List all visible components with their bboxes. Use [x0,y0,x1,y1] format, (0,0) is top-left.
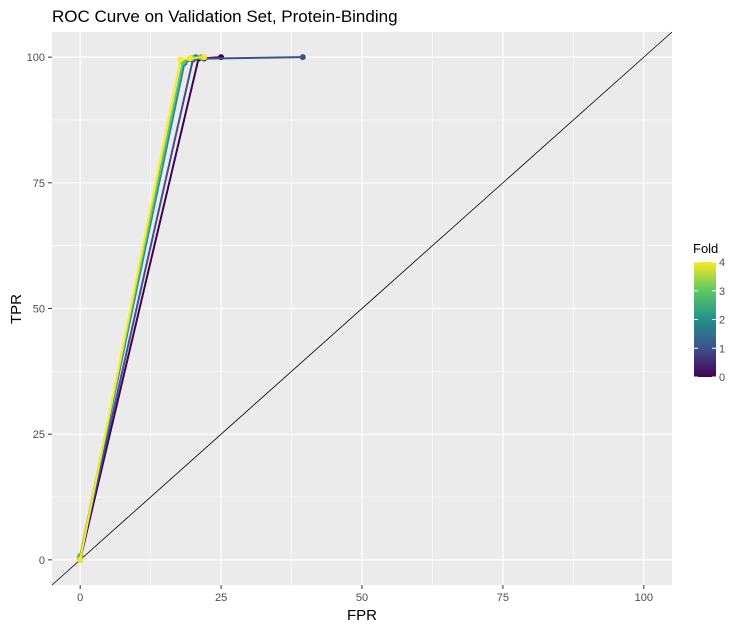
series-point-fold-4 [77,556,84,563]
legend-ticks: 0 1 2 3 4 [694,257,725,384]
diagonal-reference-line [51,31,673,586]
y-axis-title: TPR [8,294,25,324]
legend-tick-label: 4 [719,257,725,269]
legend-tick-label: 0 [719,372,725,384]
series-point-fold-1 [299,54,306,61]
x-axis: 0 25 50 75 100 [77,585,653,604]
legend-colorbar [694,262,716,377]
series-line-fold-1 [79,56,303,558]
x-tick-label: 75 [497,592,509,604]
legend-tick-label: 3 [719,286,725,298]
y-tick-label: 100 [27,52,45,64]
y-tick-label: 50 [33,304,45,316]
x-tick-label: 25 [215,592,227,604]
chart-title: ROC Curve on Validation Set, Protein-Bin… [52,7,398,26]
x-tick-label: 0 [77,592,83,604]
legend-title: Fold [693,241,718,256]
y-tick-label: 25 [33,429,45,441]
x-tick-label: 100 [635,592,653,604]
x-tick-label: 50 [356,592,368,604]
x-axis-title: FPR [347,607,377,624]
series-point-fold-4 [177,56,184,63]
y-axis: 0 25 50 75 100 [27,52,52,567]
series-layer [77,54,306,563]
series-point-fold-4 [201,54,208,61]
y-tick-label: 0 [39,555,45,567]
series-line-fold-4 [79,56,205,561]
legend-tick-label: 2 [719,315,725,327]
series-point-fold-4 [187,55,194,62]
legend-tick-label: 1 [719,343,725,355]
y-tick-label: 75 [33,178,45,190]
legend: Fold 0 1 2 3 4 [693,241,725,384]
